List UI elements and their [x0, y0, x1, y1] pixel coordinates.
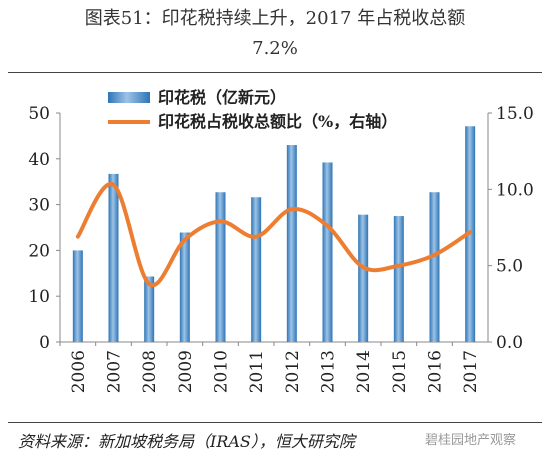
bar	[215, 192, 226, 342]
source-divider	[8, 422, 542, 423]
right-tick-label: 5.0	[496, 257, 523, 277]
bar	[144, 276, 155, 342]
bar	[251, 197, 262, 342]
left-tick-label: 10	[28, 287, 50, 307]
left-tick-label: 30	[28, 196, 50, 216]
watermark-text: 碧桂园地产观察	[425, 433, 517, 448]
share-series-line	[75, 182, 473, 288]
right-tick-label: 10.0	[496, 180, 534, 200]
x-tick-label: 2008	[140, 350, 160, 393]
left-tick-label: 50	[28, 104, 50, 124]
bar	[179, 232, 190, 342]
right-tick-label: 15.0	[496, 104, 534, 124]
x-tick-label: 2013	[319, 350, 339, 393]
chart-title-line1: 图表51：印花税持续上升，2017 年占税收总额	[84, 8, 466, 29]
right-tick-label: 0.0	[496, 333, 523, 353]
combo-chart: 0 10 20 30 40 50 0.0 5.0 10.0 15.0 2006 2007 2008 200…	[28, 88, 534, 393]
source-note: 资料来源：新加坡税务局（IRAS），恒大研究院	[18, 432, 355, 451]
x-tick-label: 2015	[390, 350, 410, 393]
legend-line-label: 印花税占税收总额比（%，右轴）	[158, 112, 397, 131]
chart-title-line2: 7.2%	[252, 38, 298, 59]
chart-title: 图表51：印花税持续上升，2017 年占税收总额 7.2%	[0, 4, 550, 64]
x-tick-label: 2010	[212, 350, 232, 393]
x-tick-label: 2014	[354, 350, 374, 393]
bar	[72, 250, 83, 342]
legend-bar-label: 印花税（亿新元）	[158, 88, 286, 107]
left-tick-label: 20	[28, 241, 50, 261]
x-tick-label: 2007	[105, 350, 125, 393]
bar	[429, 192, 440, 342]
bar	[358, 214, 369, 342]
bar	[393, 216, 404, 342]
x-tick-label: 2016	[426, 350, 446, 393]
x-tick-label: 2006	[69, 350, 89, 393]
x-tick-label: 2017	[461, 350, 481, 393]
legend-bar-swatch	[108, 92, 150, 103]
title-divider	[8, 72, 542, 73]
bar	[322, 162, 333, 342]
left-tick-label: 40	[28, 150, 50, 170]
x-tick-label: 2011	[247, 350, 267, 393]
x-tick-label: 2012	[283, 350, 303, 393]
x-tick-label: 2009	[176, 350, 196, 393]
left-tick-label: 0	[39, 333, 50, 353]
bar	[286, 145, 297, 342]
bar	[108, 173, 119, 342]
